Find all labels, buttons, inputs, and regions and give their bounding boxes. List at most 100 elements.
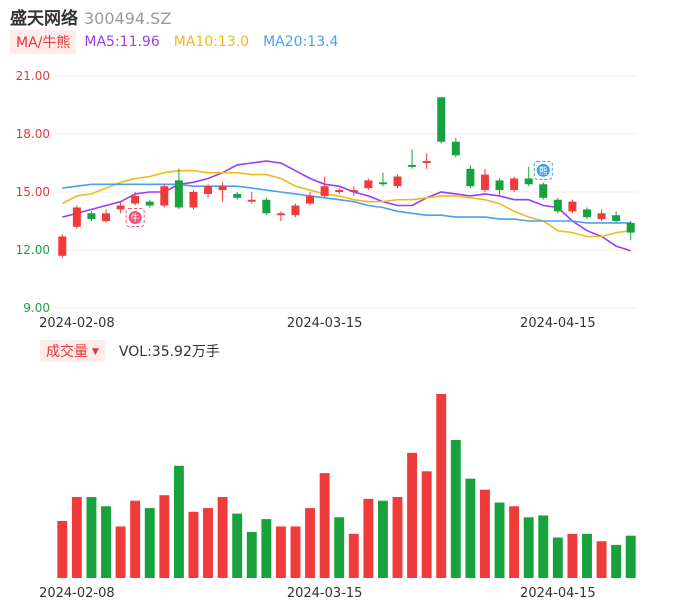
niu-marker-icon: 牛 (125, 208, 145, 228)
volume-bar (71, 497, 82, 578)
price-date-label: 2024-04-15 (520, 316, 596, 331)
candle-body (553, 199, 562, 212)
volume-indicator-dropdown[interactable]: 成交量 ▼ (40, 340, 105, 362)
marker-dot (536, 163, 550, 177)
candle-body (393, 176, 402, 187)
volume-bar (450, 440, 461, 578)
volume-bar (596, 541, 607, 578)
candle-body (233, 193, 242, 198)
ma20-line (62, 183, 631, 224)
volume-bar (436, 394, 447, 578)
volume-bar (465, 478, 476, 578)
volume-bar (494, 502, 505, 578)
candle-body (276, 213, 285, 216)
candle-body (364, 180, 373, 189)
candle-body (306, 195, 315, 204)
volume-indicator-label: 成交量 (46, 344, 88, 360)
volume-bar (407, 452, 418, 578)
candle-body (597, 213, 606, 220)
price-date-label: 2024-03-15 (287, 316, 363, 331)
candle-body (58, 236, 67, 256)
ma20-legend: MA20:13.4 (263, 34, 339, 50)
volume-date-label: 2024-02-08 (39, 586, 115, 601)
volume-bar (246, 532, 257, 578)
volume-bar (582, 533, 592, 578)
volume-bar (567, 533, 578, 578)
candle-body (131, 195, 140, 204)
ma5-line (62, 160, 631, 252)
candle-body (87, 213, 96, 220)
caret-down-icon: ▼ (92, 347, 99, 357)
volume-value: VOL:35.92万手 (118, 344, 220, 360)
candle-body (539, 184, 548, 198)
price-axis-tick-label: 15.00 (16, 185, 50, 199)
candle-body (174, 180, 183, 208)
stock-code: 300494.SZ (84, 9, 172, 28)
candle-body (320, 186, 329, 196)
candle-body (408, 164, 417, 167)
marker-frame (533, 160, 553, 180)
volume-bar (188, 511, 199, 578)
candle-body (626, 222, 635, 233)
price-date-label: 2024-02-08 (39, 316, 115, 331)
volume-bar (509, 506, 520, 578)
candle-body (291, 205, 300, 216)
ma-legend: MA/牛熊 MA5:11.96 MA10:13.0 MA20:13.4 (10, 30, 338, 54)
candle-body (189, 192, 198, 208)
ma5-legend: MA5:11.96 (84, 34, 160, 50)
volume-bar (377, 500, 388, 578)
volume-bar (290, 526, 301, 578)
candle-body (335, 190, 344, 192)
candle-body (422, 161, 431, 163)
candle-body (480, 174, 489, 191)
candle-body (160, 186, 169, 206)
volume-bar (334, 517, 345, 578)
candle-body (451, 141, 460, 156)
volume-bar (538, 515, 549, 578)
xiong-marker-icon: 熊 (533, 160, 553, 180)
volume-bar (523, 517, 534, 578)
candle-body (582, 209, 591, 218)
ma10-line (61, 169, 631, 238)
stock-header: 盛天网络 300494.SZ (10, 4, 172, 29)
candle-body (510, 178, 519, 191)
volume-bar (305, 508, 316, 578)
candle-body (116, 205, 125, 210)
price-axis-tick-label: 21.00 (16, 69, 50, 83)
volume-bar (203, 508, 213, 578)
volume-bar (552, 537, 563, 578)
ma10-legend: MA10:13.0 (173, 34, 250, 50)
volume-bar (480, 489, 490, 578)
marker-label: 熊 (539, 165, 548, 177)
candle-body (495, 180, 504, 191)
ma-indicator-tab[interactable]: MA/牛熊 (10, 30, 77, 54)
volume-bar (392, 497, 403, 578)
volume-bar (421, 471, 432, 578)
stock-name: 盛天网络 (10, 9, 78, 29)
volume-bar (57, 520, 68, 578)
volume-bar (232, 513, 243, 578)
candle-body (72, 207, 81, 227)
candle-body (145, 201, 154, 206)
candle-body (466, 168, 475, 187)
volume-bar (217, 497, 228, 578)
marker-frame (125, 208, 145, 228)
volume-bar (611, 544, 622, 578)
volume-bar (101, 506, 111, 578)
volume-bar (86, 497, 97, 578)
volume-bar (319, 473, 330, 578)
volume-bar (173, 465, 184, 578)
volume-bar (261, 519, 272, 578)
volume-date-label: 2024-03-15 (287, 586, 363, 601)
price-axis-tick-label: 12.00 (16, 243, 50, 257)
candle-body (247, 199, 256, 202)
candle-body (349, 190, 358, 192)
volume-bar (363, 498, 374, 578)
candle-body (218, 186, 227, 191)
marker-label: 牛 (131, 212, 140, 224)
candle-body (437, 97, 446, 142)
volume-bar (144, 508, 155, 578)
candle-body (524, 178, 533, 185)
volume-bar (348, 533, 359, 578)
